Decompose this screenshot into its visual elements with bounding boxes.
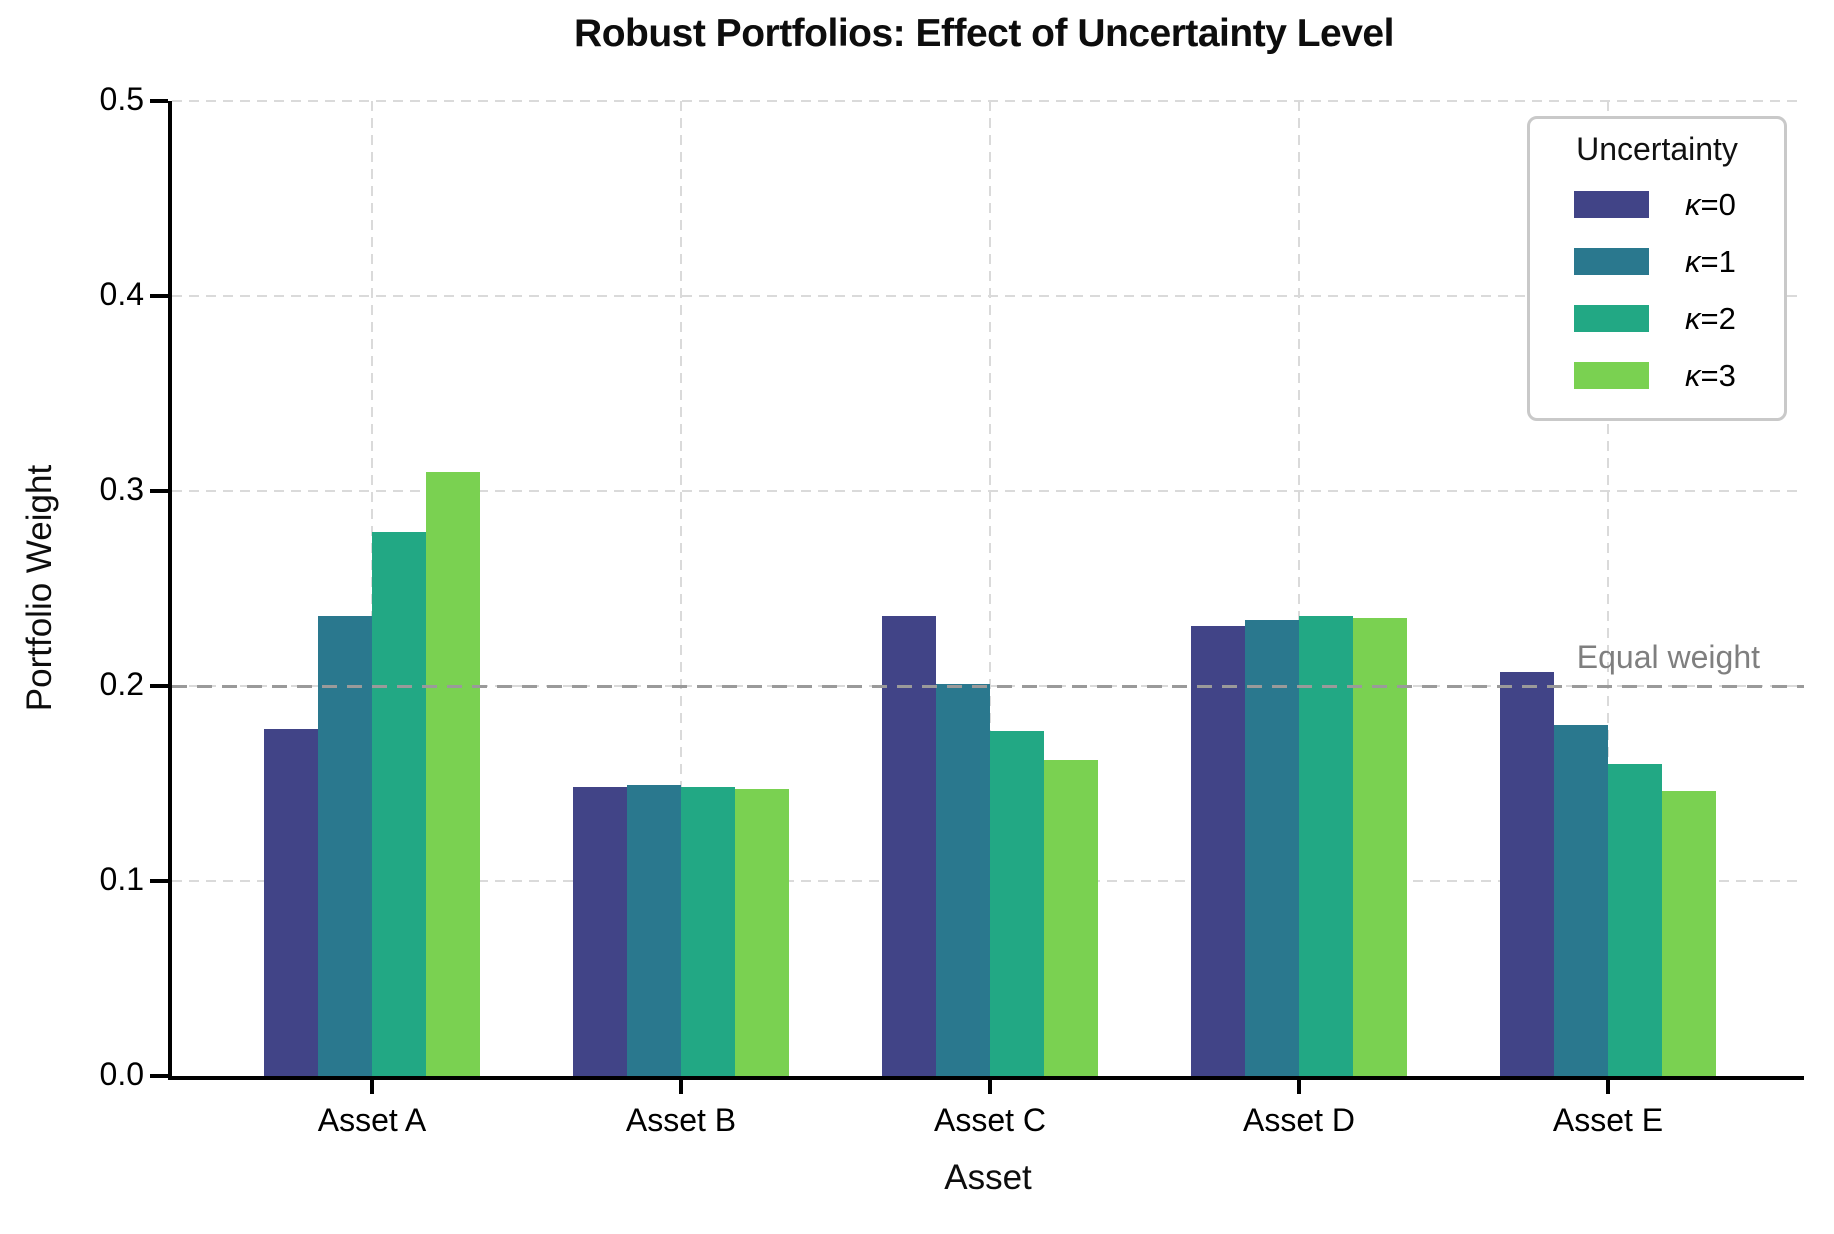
legend-swatch [1574, 248, 1649, 275]
legend-title: Uncertainty [1576, 131, 1738, 167]
bar-group [1500, 101, 1716, 1076]
legend-swatch [1574, 305, 1649, 332]
equal-weight-line [172, 685, 1804, 688]
bar-group [882, 101, 1098, 1076]
plot-area: Equal weight [168, 100, 1804, 1080]
bar-group [1191, 101, 1407, 1076]
bar [372, 531, 426, 1076]
gridline-v [1298, 101, 1300, 1076]
bar [735, 789, 789, 1076]
chart-title: Robust Portfolios: Effect of Uncertainty… [574, 12, 1394, 55]
legend-item-label: κ=1 [1685, 243, 1736, 279]
y-tick-mark [150, 1074, 168, 1078]
bar [1554, 725, 1608, 1076]
legend-swatch [1574, 362, 1649, 389]
legend-item-label: κ=3 [1685, 357, 1736, 393]
bar [1299, 615, 1353, 1076]
x-tick-mark [679, 1080, 683, 1094]
y-tick-label: 0.3 [99, 471, 144, 507]
x-tick-label: Asset A [317, 1102, 427, 1138]
x-tick-label: Asset B [625, 1102, 737, 1138]
legend-item: κ=1 [1530, 233, 1784, 290]
x-tick-mark [1297, 1080, 1301, 1094]
y-tick-mark [150, 294, 168, 298]
y-tick-mark [150, 489, 168, 493]
bar [318, 615, 372, 1076]
bar [1662, 791, 1716, 1076]
gridline-v [1607, 101, 1609, 1076]
bar [1044, 760, 1098, 1076]
y-tick-label: 0.1 [99, 861, 144, 897]
bar-groups [172, 101, 1804, 1076]
bar-group [573, 101, 789, 1076]
bar [627, 785, 681, 1076]
legend-items: κ=0 κ=1 κ=2 κ=3 [1530, 176, 1784, 404]
bar [573, 787, 627, 1076]
bar [264, 728, 318, 1076]
y-tick-mark [150, 684, 168, 688]
y-tick-label: 0.4 [99, 276, 144, 312]
x-tick-label: Asset D [1242, 1102, 1356, 1138]
bar [936, 684, 990, 1076]
bar [1500, 672, 1554, 1076]
y-tick-label: 0.5 [99, 81, 144, 117]
bar-group [264, 101, 480, 1076]
x-tick-mark [988, 1080, 992, 1094]
bar [1245, 619, 1299, 1076]
legend: Uncertainty κ=0 κ=1 κ=2 κ=3 [1527, 116, 1787, 421]
gridline-v [989, 101, 991, 1076]
x-axis-label: Asset [944, 1158, 1032, 1197]
bar [1353, 617, 1407, 1076]
gridline-h [172, 490, 1804, 492]
bar [426, 471, 480, 1076]
y-tick-mark [150, 99, 168, 103]
y-tick-mark [150, 879, 168, 883]
gridline-v [680, 101, 682, 1076]
legend-item-label: κ=0 [1685, 186, 1736, 222]
bar [681, 787, 735, 1076]
bar [990, 730, 1044, 1076]
x-tick-mark [1606, 1080, 1610, 1094]
legend-item: κ=3 [1530, 347, 1784, 404]
bar [882, 615, 936, 1076]
legend-item: κ=0 [1530, 176, 1784, 233]
bar [1191, 625, 1245, 1076]
legend-item: κ=2 [1530, 290, 1784, 347]
gridline-h [172, 100, 1804, 102]
equal-weight-label: Equal weight [1576, 639, 1760, 675]
y-tick-label: 0.2 [99, 666, 144, 702]
bar [1608, 764, 1662, 1076]
legend-swatch [1574, 191, 1649, 218]
x-tick-mark [370, 1080, 374, 1094]
x-tick-label: Asset E [1552, 1102, 1664, 1138]
y-tick-label: 0.0 [99, 1056, 144, 1092]
legend-item-label: κ=2 [1685, 300, 1736, 336]
gridline-h [172, 295, 1804, 297]
x-tick-label: Asset C [933, 1102, 1047, 1138]
